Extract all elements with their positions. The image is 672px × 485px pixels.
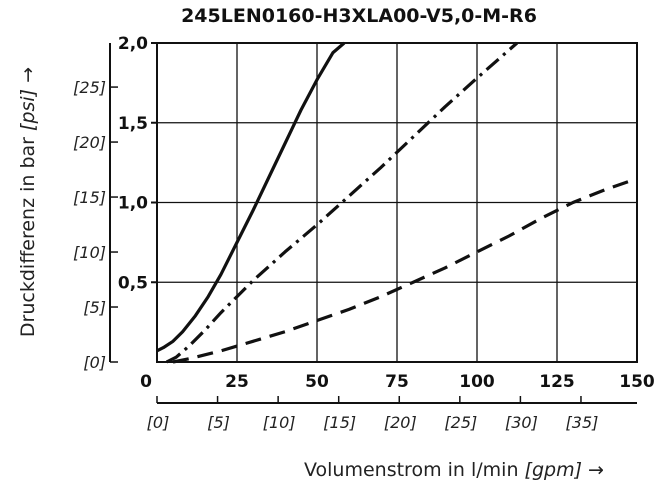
gpm-tick-label: [10]: [263, 413, 296, 432]
y-tick-label: 1,0: [118, 194, 148, 214]
x-tick-label: 25: [225, 372, 249, 392]
y-tick-label: 2,0: [118, 34, 148, 54]
x-tick-label: 0: [140, 372, 152, 392]
x-tick-label: 50: [305, 372, 329, 392]
x-tick-label: 75: [385, 372, 409, 392]
x-tick-label: 150: [619, 372, 655, 392]
psi-tick-label: [5]: [83, 298, 106, 317]
y-axis-label: Druckdifferenz in bar [psi] →: [17, 67, 39, 337]
x-axis-label: Volumenstrom in l/min [gpm] →: [304, 459, 604, 481]
y-axis-ticks: 2,0 1,5 1,0 0,5: [118, 34, 157, 293]
psi-tick-label: [10]: [73, 243, 106, 262]
y-axis-psi: [25] [20] [15] [10] [5] [0]: [73, 43, 118, 372]
psi-tick-label: [15]: [73, 188, 106, 207]
x-axis-ticks: 0 25 50 75 100 125 150: [140, 372, 655, 392]
series-line-dashdot: [165, 41, 519, 364]
y-tick-label: 1,5: [118, 114, 148, 134]
y-tick-label: 0,5: [118, 273, 148, 293]
series-group: [156, 41, 638, 364]
gpm-tick-label: [25]: [444, 413, 477, 432]
psi-tick-label: [25]: [73, 78, 106, 97]
x-axis-label-unit: [gpm]: [525, 459, 582, 481]
gpm-tick-label: [35]: [566, 413, 599, 432]
grid: [157, 43, 637, 362]
y-axis-label-text: Druckdifferenz in bar: [17, 131, 39, 337]
y-axis-label-arrow: →: [17, 67, 39, 89]
chart-title: 245LEN0160-H3XLA00-V5,0-M-R6: [181, 5, 537, 27]
psi-tick-label: [20]: [73, 133, 106, 152]
gpm-tick-label: [20]: [384, 413, 417, 432]
x-tick-label: 100: [459, 372, 495, 392]
x-axis-label-text: Volumenstrom in l/min: [304, 459, 525, 481]
gpm-tick-label: [30]: [505, 413, 538, 432]
gpm-tick-label: [5]: [207, 413, 230, 432]
x-axis-label-arrow: →: [582, 459, 604, 481]
series-line-solid: [156, 41, 346, 353]
x-axis-gpm: [0] [5] [10] [15] [20] [25] [30] [35]: [147, 396, 637, 432]
y-axis-label-unit: [psi]: [17, 89, 39, 131]
gpm-tick-label: [0]: [147, 413, 170, 432]
series-line-dashed: [172, 177, 638, 364]
x-tick-label: 125: [539, 372, 575, 392]
plot-area: [156, 41, 638, 364]
psi-tick-label: [0]: [83, 353, 106, 372]
gpm-tick-label: [15]: [323, 413, 356, 432]
